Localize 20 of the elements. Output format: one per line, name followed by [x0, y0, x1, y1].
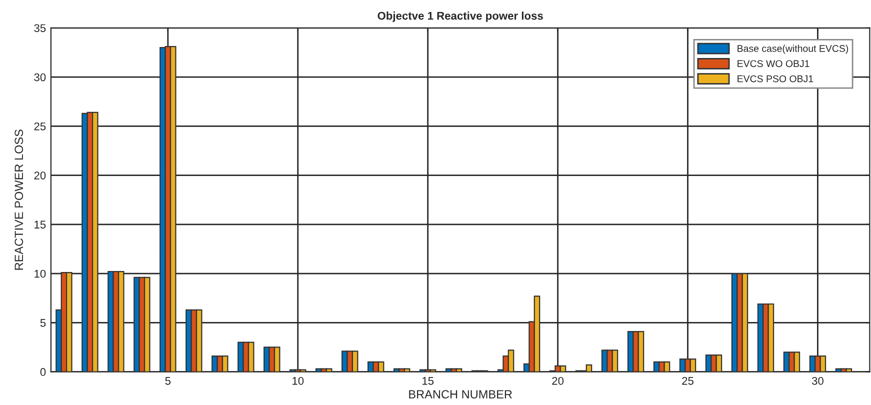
- x-tick-label: 30: [812, 376, 824, 385]
- x-axis-title: BRANCH NUMBER: [409, 390, 512, 398]
- y-tick-label: 35: [34, 24, 46, 32]
- y-axis-title: REACTIVE POWER LOSS: [14, 130, 24, 270]
- chart-title: Objectve 1 Reactive power loss: [378, 12, 543, 22]
- x-tick-label: 20: [552, 376, 564, 385]
- x-tick-label: 5: [165, 377, 171, 385]
- y-tick-label: 20: [34, 172, 46, 180]
- y-tick-label: 10: [34, 270, 46, 278]
- y-tick-label: 15: [34, 220, 46, 229]
- legend-label: Base case(without EVCS): [738, 44, 848, 54]
- legend-label: EVCS PSO OBJ1: [738, 75, 814, 82]
- y-tick-label: 30: [34, 73, 46, 82]
- legend-label: EVCS WO OBJ1: [738, 60, 810, 68]
- y-tick-label: 5: [40, 319, 46, 327]
- x-tick-label: 25: [682, 376, 694, 385]
- y-tick-label: 0: [40, 368, 46, 376]
- x-tick-label: 10: [292, 376, 304, 385]
- x-tick-label: 15: [422, 377, 434, 385]
- y-tick-label: 25: [34, 122, 46, 130]
